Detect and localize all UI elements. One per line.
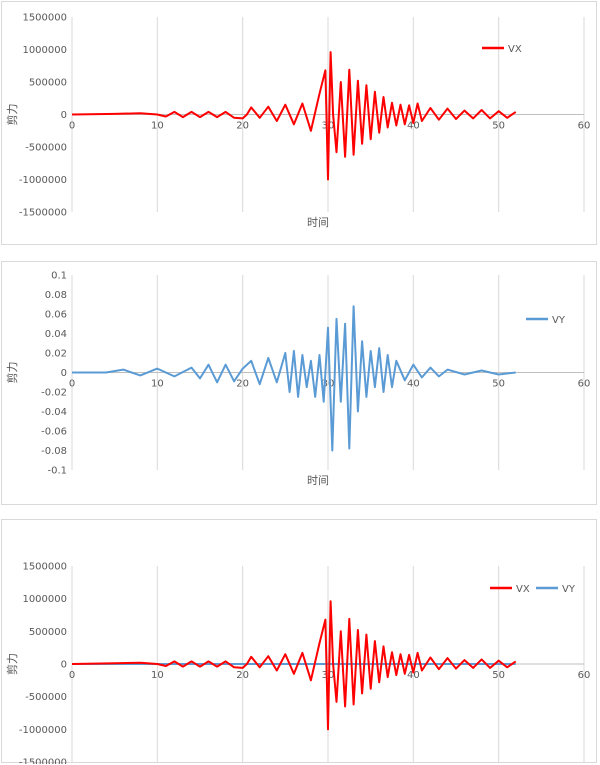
c1-x-tick-label-4: 40 xyxy=(407,121,420,132)
c2-y-tick-label-4: 0.02 xyxy=(45,349,67,360)
c2-x-axis-title: 时间 xyxy=(307,474,329,487)
c3-y-tick-label-6: -1500000 xyxy=(19,758,67,765)
c1-y-tick-label-6: -1500000 xyxy=(19,208,67,219)
c1-x-tick-label-0: 0 xyxy=(69,121,75,132)
c2-y-tick-label-6: -0.02 xyxy=(41,388,67,399)
c3-y-tick-label-1: 1000000 xyxy=(22,594,67,605)
c1-x-axis-title: 时间 xyxy=(307,216,329,229)
c3-x-tick-label-2: 20 xyxy=(236,670,249,681)
chart-panel-combined: 1500000 1000000 500000 0 -500000 -1000000 -150… xyxy=(1,519,597,765)
c2-y-tick-label-5: 0 xyxy=(61,368,67,379)
c3-legend-label-vy: VY xyxy=(562,584,576,595)
c2-x-tick-label-1: 10 xyxy=(151,379,164,390)
c3-y-tick-label-4: -500000 xyxy=(25,692,67,703)
c3-series-line-vx xyxy=(71,600,517,731)
c2-legend-label-vy: VY xyxy=(552,315,566,326)
c3-legend-label-vx: VX xyxy=(516,584,530,595)
c2-y-tick-label-3: 0.04 xyxy=(45,329,67,340)
c1-y-tick-label-5: -1000000 xyxy=(19,175,67,186)
c1-series-line-vx xyxy=(71,51,517,181)
c2-x-tick-label-4: 40 xyxy=(407,379,420,390)
c2-series-line-vy xyxy=(72,305,516,452)
c3-x-tick-label-6: 60 xyxy=(578,670,591,681)
c1-y-axis-title: 剪力 xyxy=(5,104,19,126)
c1-legend-label-vx: VX xyxy=(508,44,522,55)
chart-panel-vx: 1500000 1000000 500000 0 -500000 -1000000 -150… xyxy=(1,1,597,245)
c1-y-tick-label-2: 500000 xyxy=(29,78,67,89)
c1-y-tick-label-4: -500000 xyxy=(25,143,67,154)
c1-x-tick-label-5: 50 xyxy=(492,121,505,132)
c2-x-tick-label-3: 30 xyxy=(322,379,335,390)
c3-y-tick-label-0: 1500000 xyxy=(22,562,67,573)
c2-x-tick-label-6: 60 xyxy=(578,379,591,390)
c3-y-axis-title: 剪力 xyxy=(5,653,19,675)
c2-x-tick-label-5: 50 xyxy=(492,379,505,390)
c2-y-tick-label-1: 0.08 xyxy=(45,290,67,301)
c3-x-tick-label-3: 30 xyxy=(322,670,335,681)
c3-y-tick-label-2: 500000 xyxy=(29,627,67,638)
c1-y-tick-label-0: 1500000 xyxy=(22,13,67,24)
chart-panel-vy: 0.1 0.08 0.06 0.04 0.02 0 -0.02 -0.04 -0.06 -0.08… xyxy=(1,261,597,505)
c1-y-tick-label-3: 0 xyxy=(61,110,67,121)
c3-y-tick-label-3: 0 xyxy=(61,660,67,671)
c1-x-tick-label-2: 20 xyxy=(236,121,249,132)
chart-vy: 0.10.080.060.040.020-0.02-0.04-0.06-0.08… xyxy=(5,271,591,488)
c1-y-tick-label-1: 1000000 xyxy=(22,45,67,56)
c2-y-axis-title: 剪力 xyxy=(5,362,19,384)
c3-x-tick-label-5: 50 xyxy=(492,670,505,681)
c3-y-tick-label-5: -1000000 xyxy=(19,725,67,736)
c2-y-tick-label-10: -0.1 xyxy=(47,466,67,477)
c2-y-tick-label-8: -0.06 xyxy=(41,427,67,438)
c2-x-tick-label-2: 20 xyxy=(236,379,249,390)
chart-combined: 150000010000005000000-500000-1000000-150… xyxy=(5,562,591,765)
c2-y-tick-label-0: 0.1 xyxy=(51,271,67,282)
c3-x-tick-label-0: 0 xyxy=(69,670,75,681)
c2-y-tick-label-9: -0.08 xyxy=(41,446,67,457)
c2-y-tick-label-2: 0.06 xyxy=(45,310,67,321)
c1-x-tick-label-3: 30 xyxy=(322,121,335,132)
c3-x-tick-label-1: 10 xyxy=(151,670,164,681)
chart-vx: 150000010000005000000-500000-1000000-150… xyxy=(5,13,591,230)
c2-x-tick-label-0: 0 xyxy=(69,379,75,390)
c3-x-tick-label-4: 40 xyxy=(407,670,420,681)
c2-y-tick-label-7: -0.04 xyxy=(41,407,67,418)
c1-x-tick-label-6: 60 xyxy=(578,121,591,132)
c1-x-tick-label-1: 10 xyxy=(151,121,164,132)
